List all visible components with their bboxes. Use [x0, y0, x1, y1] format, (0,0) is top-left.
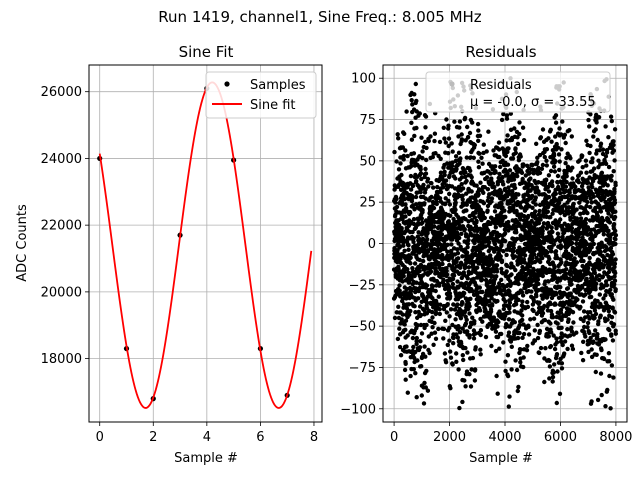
sine-fit-grid [89, 65, 322, 422]
residuals-legend-box [425, 71, 611, 113]
legend-marker-samples [224, 81, 230, 87]
legend-label-sine-fit: Sine fit [250, 98, 296, 113]
y-tick-label: −100 [340, 402, 376, 417]
x-tick-label: 4 [203, 430, 211, 445]
residuals-legend: Residuals μ = -0.0, σ = 33.55 [425, 71, 611, 113]
y-tick-label: 50 [359, 154, 376, 169]
legend-marker-residuals [449, 81, 455, 87]
y-tick-label: −50 [349, 320, 376, 335]
y-tick-label: 25 [359, 196, 376, 211]
x-tick-label: 8000 [599, 430, 632, 445]
x-tick-label: 0 [390, 430, 398, 445]
sine-fit-legend: Samples Sine fit [205, 71, 317, 119]
y-tick-label: 100 [351, 72, 376, 87]
y-tick-label: 18000 [41, 352, 82, 367]
y-tick-label: 75 [359, 113, 376, 128]
figure-suptitle: Run 1419, channel1, Sine Freq.: 8.005 MH… [158, 8, 482, 26]
x-tick-label: 8 [310, 430, 318, 445]
residuals-ticks: 0 2000 4000 6000 8000 −100 −75 −50 −25 0 25 50 75 100 [340, 72, 632, 445]
x-tick-label: 2 [149, 430, 157, 445]
residuals-series [391, 76, 619, 411]
x-tick-label: 2000 [433, 430, 466, 445]
sine-fit-ylabel: ADC Counts [15, 204, 30, 282]
x-tick-label: 6 [256, 430, 264, 445]
legend-label-samples: Samples [250, 78, 306, 93]
plot-area [391, 76, 619, 411]
y-tick-label: 20000 [41, 285, 82, 300]
x-tick-label: 0 [96, 430, 104, 445]
x-tick-label: 4000 [488, 430, 521, 445]
legend-label-stats: μ = -0.0, σ = 33.55 [470, 95, 596, 110]
residuals-panel: Residuals 0 2000 4000 6000 8000 −100 −75 −50 −25… [340, 43, 632, 466]
y-tick-label: −75 [349, 361, 376, 376]
y-tick-label: 26000 [41, 85, 82, 100]
y-tick-label: 22000 [41, 219, 82, 234]
sine-fit-title: Sine Fit [179, 43, 234, 61]
residuals-frame [382, 64, 628, 423]
legend-label-residuals: Residuals [470, 78, 532, 93]
residuals-xlabel: Sample # [469, 451, 533, 466]
sine-fit-frame [88, 64, 323, 423]
sine-fit-ticks: 0 2 4 6 8 18000 20000 22000 24000 26000 [41, 85, 318, 445]
residuals-title: Residuals [465, 43, 536, 61]
y-tick-label: −25 [349, 278, 376, 293]
residual-points [391, 76, 619, 411]
sine-fit-panel: Sine Fit 0 2 4 6 81800020000220002400026000 … [15, 43, 323, 466]
x-tick-label: 6000 [544, 430, 577, 445]
sine-fit-xlabel: Sample # [174, 451, 238, 466]
y-tick-label: 0 [368, 237, 376, 252]
y-tick-label: 24000 [41, 152, 82, 167]
sine-fit-legend-box [205, 71, 317, 119]
